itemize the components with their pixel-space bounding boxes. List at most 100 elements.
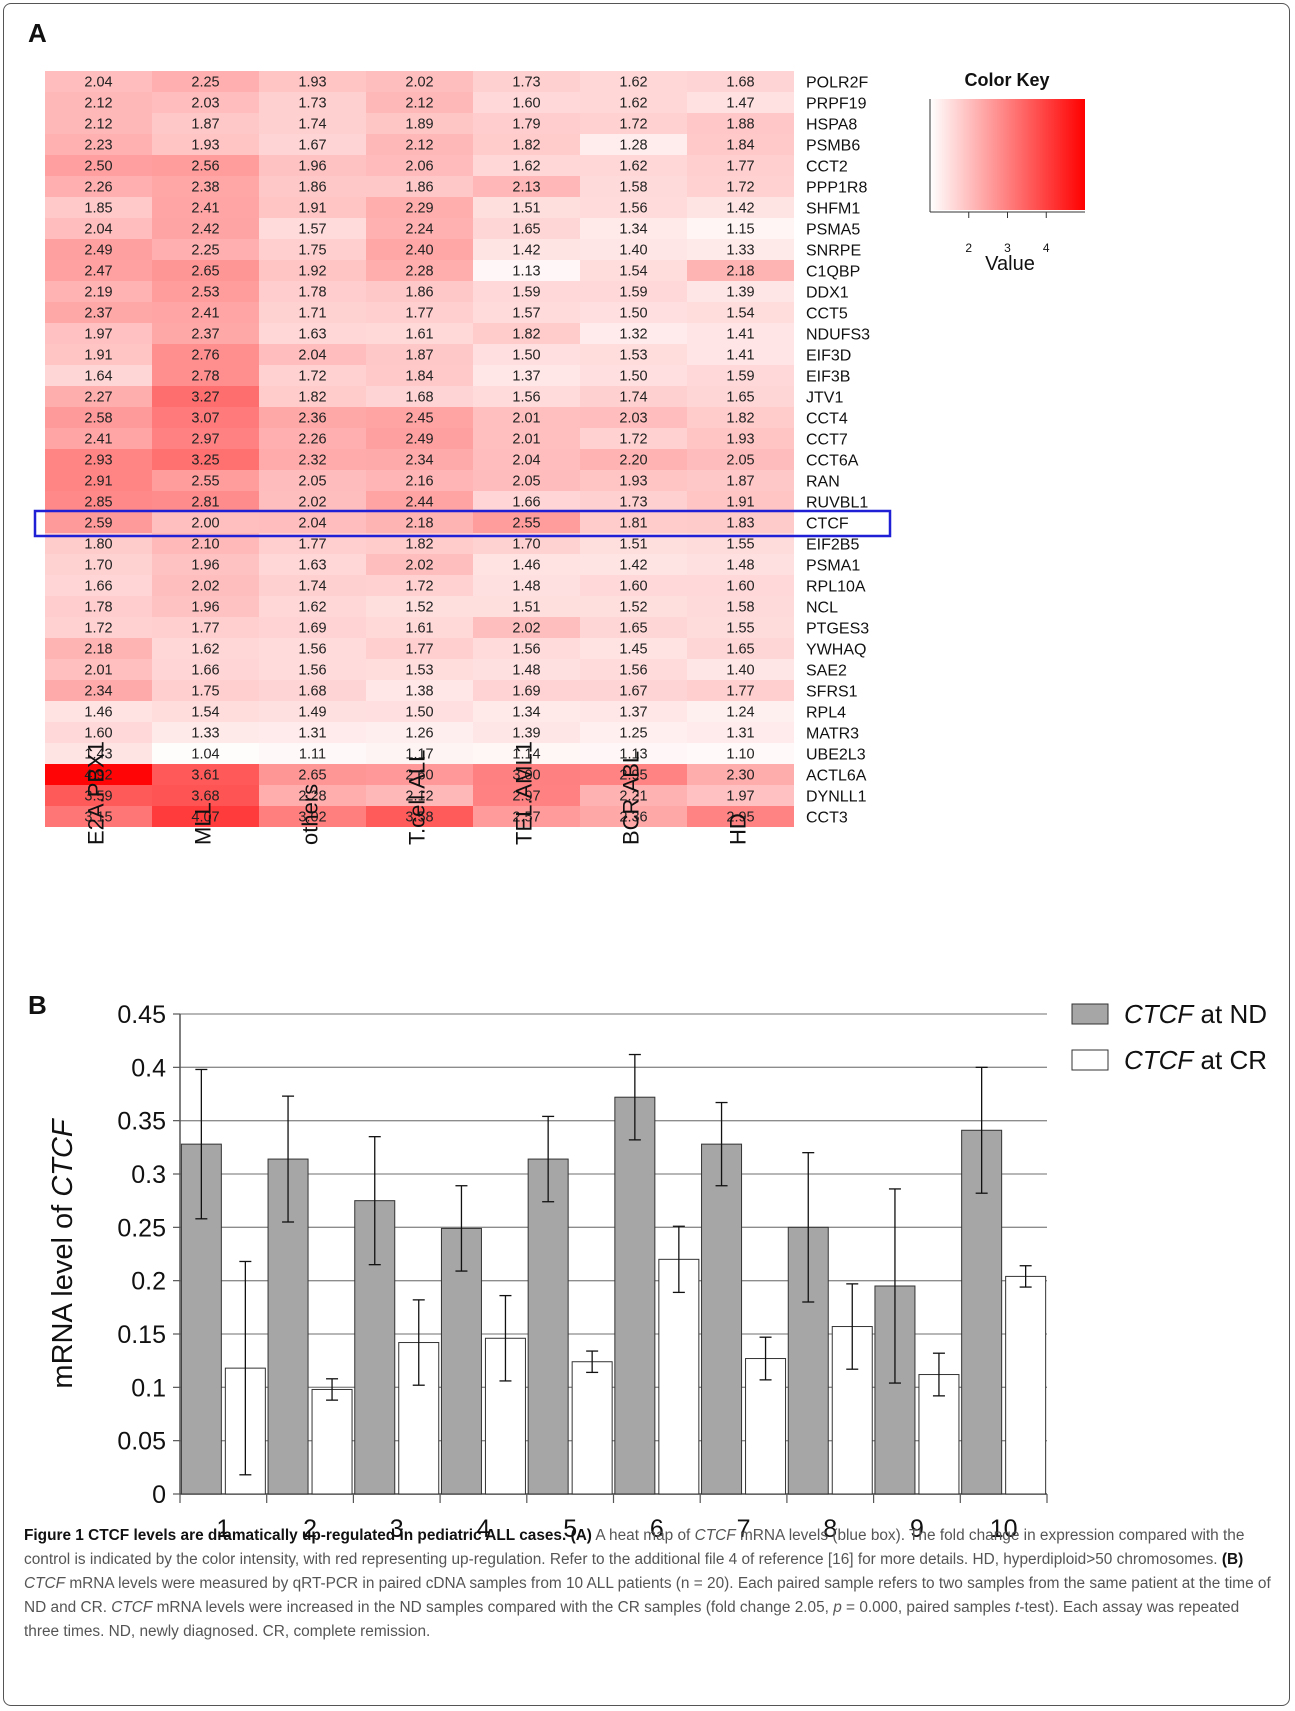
heatmap-cell-value: 1.41 xyxy=(726,327,754,343)
heatmap-cell xyxy=(473,764,580,785)
heatmap-column-label: E2A.PBX1 xyxy=(84,741,109,845)
heatmap-cell-value: 1.26 xyxy=(405,726,433,742)
heatmap-cell xyxy=(580,575,687,596)
heatmap-cell xyxy=(687,680,794,701)
heatmap-cell-value: 2.58 xyxy=(84,411,112,427)
heatmap-cell xyxy=(366,533,473,554)
heatmap-cell-value: 2.04 xyxy=(298,348,326,364)
heatmap-cell-value: 1.78 xyxy=(84,600,112,616)
heatmap-cell xyxy=(687,764,794,785)
caption-a-text-2: mRNA levels (blue box). The fold change … xyxy=(24,1527,1245,1568)
heatmap-cell-value: 1.51 xyxy=(619,537,647,553)
heatmap-column-label: others xyxy=(298,784,323,845)
heatmap-cell-value: 1.28 xyxy=(619,138,647,154)
heatmap-cell xyxy=(259,407,366,428)
heatmap-row-label: DDX1 xyxy=(806,285,849,302)
heatmap-cell xyxy=(259,155,366,176)
heatmap-cell-value: 1.89 xyxy=(405,117,433,133)
heatmap-cell xyxy=(473,491,580,512)
heatmap-cell xyxy=(45,239,152,260)
heatmap-cell-value: 1.84 xyxy=(405,369,433,385)
heatmap-row-label: CCT6A xyxy=(806,453,859,470)
heatmap-cell xyxy=(580,92,687,113)
heatmap-cell xyxy=(580,512,687,533)
heatmap-cell-value: 1.88 xyxy=(726,117,754,133)
heatmap-cell xyxy=(259,134,366,155)
heatmap-row-label: EIF3B xyxy=(806,369,850,386)
heatmap-cell xyxy=(580,197,687,218)
heatmap-cell-value: 1.72 xyxy=(405,579,433,595)
heatmap-cell xyxy=(580,785,687,806)
heatmap-cell xyxy=(366,617,473,638)
heatmap-cell-value: 2.12 xyxy=(405,789,433,805)
heatmap-cell xyxy=(473,533,580,554)
heatmap-cell xyxy=(152,575,259,596)
heatmap-cell xyxy=(366,701,473,722)
heatmap-cell xyxy=(473,134,580,155)
heatmap-cell-value: 1.56 xyxy=(619,663,647,679)
heatmap-cell xyxy=(366,344,473,365)
heatmap-cell-value: 1.92 xyxy=(298,264,326,280)
heatmap-cell-value: 2.21 xyxy=(619,789,647,805)
heatmap-cell xyxy=(687,176,794,197)
heatmap-cell-value: 1.43 xyxy=(84,747,112,763)
heatmap-row-label: NCL xyxy=(806,600,838,617)
heatmap-cell xyxy=(152,722,259,743)
heatmap-row-label: EIF3D xyxy=(806,348,851,365)
heatmap-cell xyxy=(687,743,794,764)
heatmap-cell xyxy=(687,92,794,113)
heatmap-row-label: PSMA1 xyxy=(806,558,860,575)
heatmap-cell xyxy=(473,659,580,680)
heatmap-cell xyxy=(473,176,580,197)
heatmap-cell-value: 1.62 xyxy=(619,96,647,112)
heatmap-cell-value: 1.10 xyxy=(726,747,754,763)
heatmap-row-label: CCT4 xyxy=(806,411,848,428)
heatmap-cell xyxy=(687,701,794,722)
heatmap-cell xyxy=(259,470,366,491)
heatmap-column-label: BCR.ABL xyxy=(619,751,644,845)
heatmap-cell xyxy=(580,743,687,764)
heatmap-cell-value: 2.23 xyxy=(84,138,112,154)
heatmap-cell xyxy=(687,491,794,512)
heatmap-cell-value: 1.82 xyxy=(405,537,433,553)
heatmap-cell xyxy=(580,491,687,512)
heatmap-cell-value: 1.61 xyxy=(405,327,433,343)
heatmap-cell xyxy=(259,92,366,113)
heatmap-cell xyxy=(687,428,794,449)
heatmap-cell xyxy=(259,344,366,365)
heatmap-cell xyxy=(259,323,366,344)
heatmap-cell-value: 1.84 xyxy=(726,138,754,154)
heatmap-cell xyxy=(259,491,366,512)
heatmap-cell xyxy=(259,218,366,239)
color-key-tick-label: 3 xyxy=(1004,241,1011,255)
heatmap-cell-value: 1.93 xyxy=(298,75,326,91)
heatmap-cell xyxy=(580,113,687,134)
heatmap-cell xyxy=(366,554,473,575)
heatmap-cell xyxy=(152,743,259,764)
heatmap-cell-value: 1.56 xyxy=(619,201,647,217)
heatmap-cell-value: 1.39 xyxy=(512,726,540,742)
heatmap-cell-value: 1.59 xyxy=(726,369,754,385)
heatmap-cell-value: 1.72 xyxy=(298,369,326,385)
heatmap-cell-value: 2.05 xyxy=(726,453,754,469)
heatmap-row-label: RUVBL1 xyxy=(806,495,868,512)
heatmap-cell-value: 1.77 xyxy=(405,306,433,322)
heatmap-cell-value: 2.56 xyxy=(191,159,219,175)
heatmap-cell xyxy=(473,743,580,764)
heatmap-cell-value: 2.55 xyxy=(512,516,540,532)
heatmap-row-label: EIF2B5 xyxy=(806,537,859,554)
heatmap-cell xyxy=(687,239,794,260)
heatmap-cell-value: 1.50 xyxy=(619,369,647,385)
heatmap-cell-value: 1.57 xyxy=(512,306,540,322)
heatmap-cell-value: 2.50 xyxy=(84,159,112,175)
heatmap-cell-value: 2.25 xyxy=(191,75,219,91)
heatmap-row-label: ACTL6A xyxy=(806,768,867,785)
heatmap-cell xyxy=(152,197,259,218)
heatmap-cell xyxy=(259,554,366,575)
heatmap-cell xyxy=(259,197,366,218)
heatmap-cell xyxy=(45,323,152,344)
heatmap-cell xyxy=(152,176,259,197)
heatmap-cell xyxy=(580,134,687,155)
heatmap-cell-value: 1.41 xyxy=(726,348,754,364)
heatmap-cell xyxy=(45,659,152,680)
